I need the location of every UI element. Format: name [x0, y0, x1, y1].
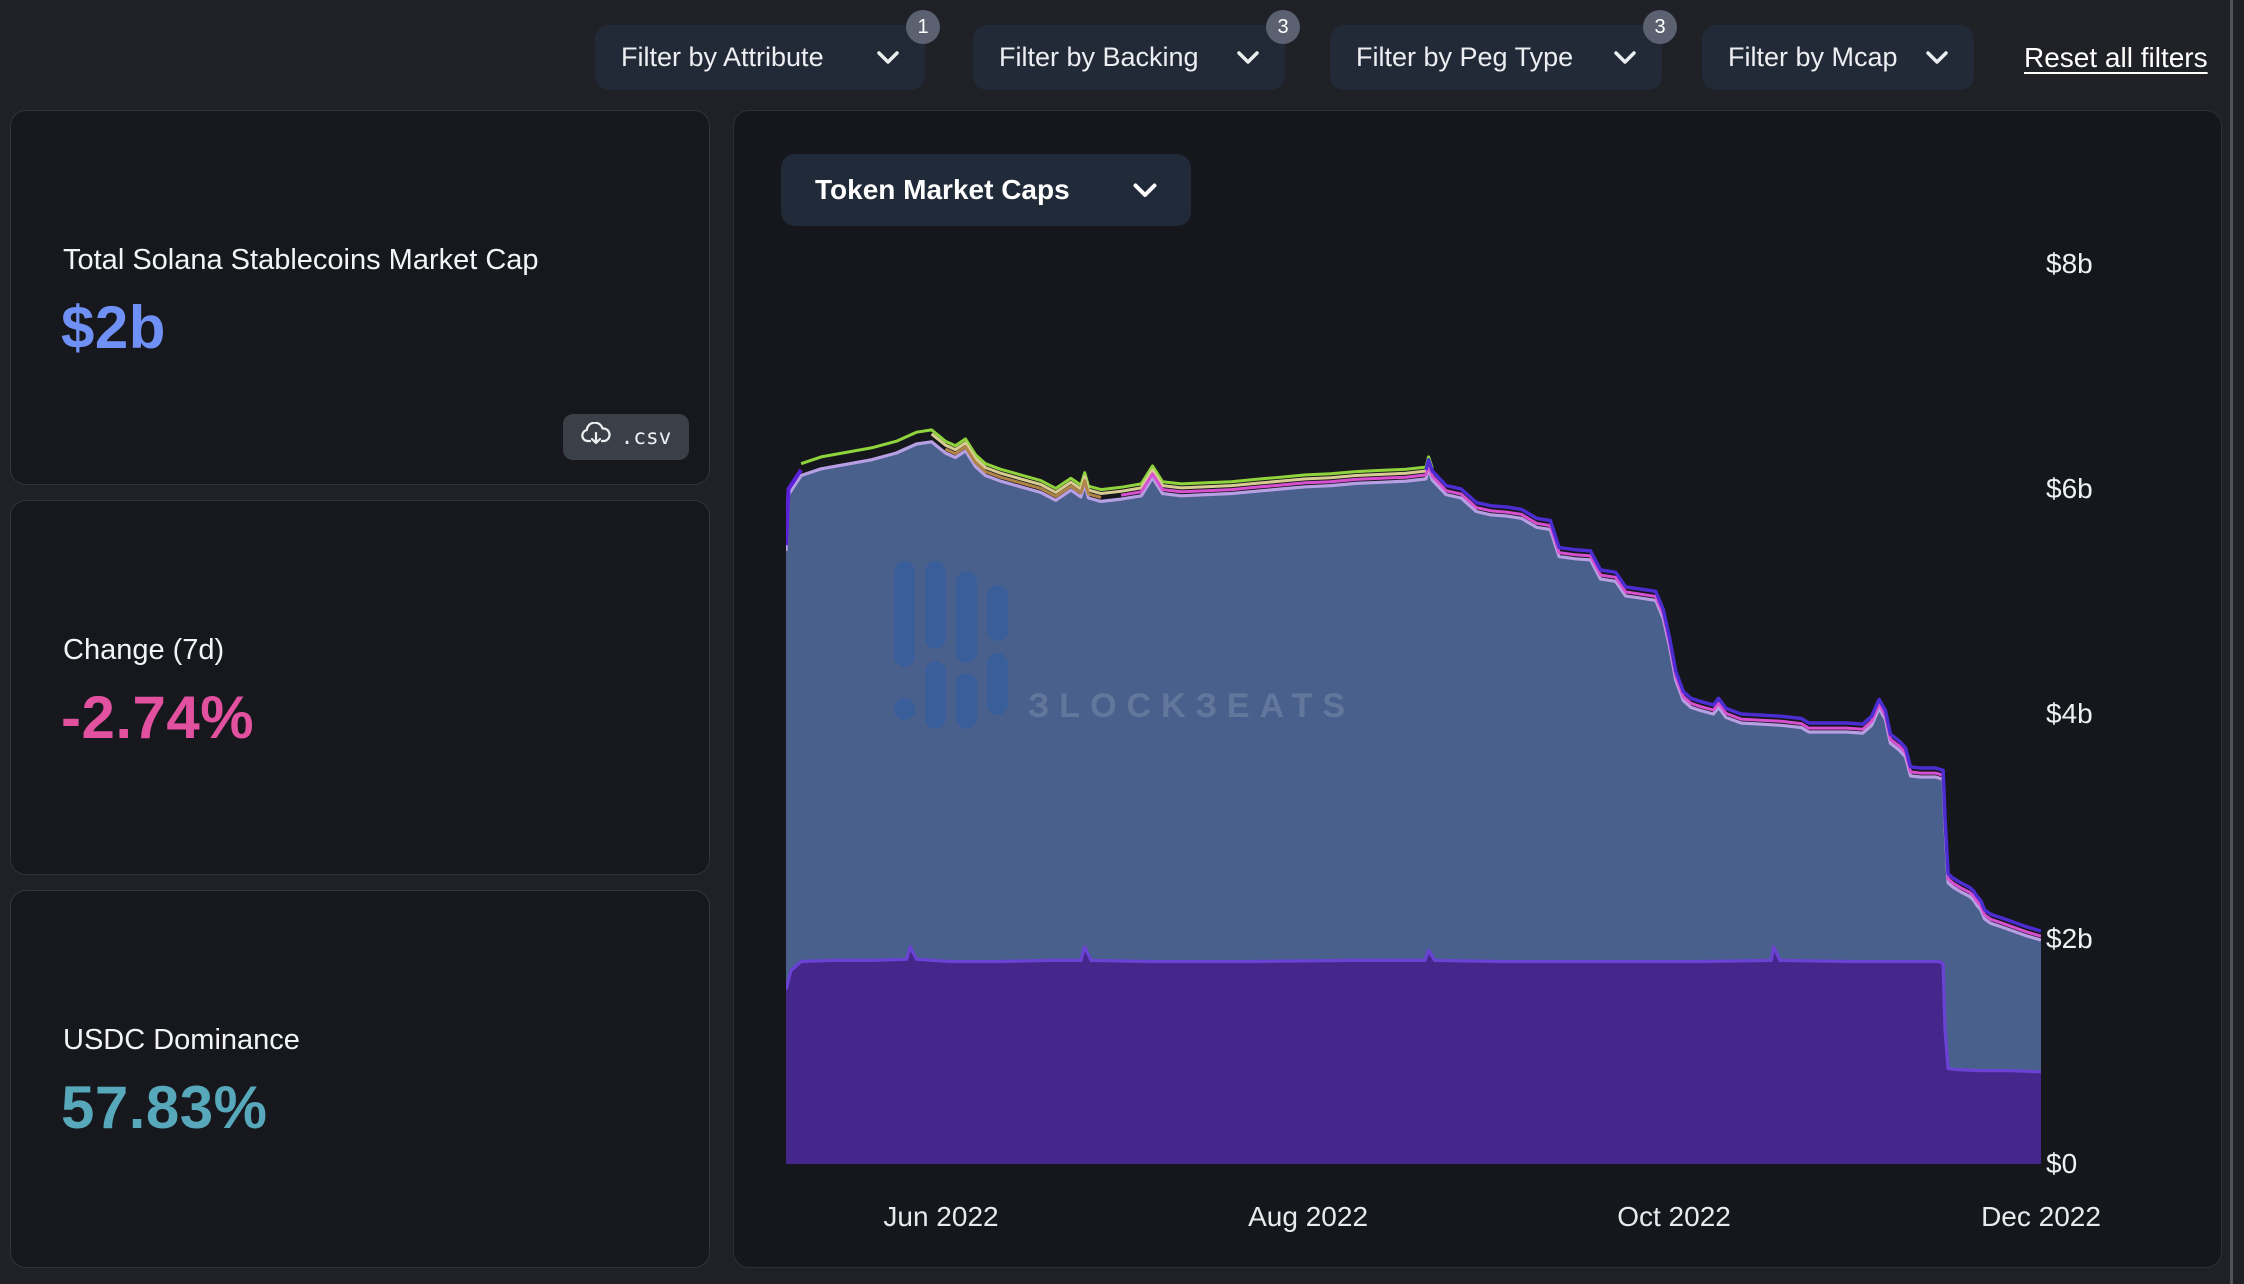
filter-by-mcap-button[interactable]: Filter by Mcap: [1702, 25, 1974, 90]
edge-line-series: [930, 432, 1434, 495]
edge-line-series: [1424, 458, 2041, 933]
y-tick-label: $4b: [2046, 698, 2093, 729]
filter-by-attribute-label: Filter by Attribute: [621, 42, 824, 72]
filter-by-peg-type-label: Filter by Peg Type: [1356, 42, 1574, 72]
chevron-down-icon: [1614, 50, 1636, 65]
edge-line-series: [786, 440, 2041, 942]
filter-count-badge: 3: [1266, 10, 1300, 44]
filter-by-backing-button[interactable]: Filter by Backing 3: [973, 10, 1300, 90]
total-market-cap-value: $2b: [61, 294, 166, 361]
usdc-dominance-value: 57.83%: [61, 1074, 268, 1141]
reset-all-filters-link[interactable]: Reset all filters: [2024, 42, 2208, 73]
change-7d-label: Change (7d): [63, 634, 225, 666]
edge-line-series: [786, 468, 803, 546]
filter-by-mcap-label: Filter by Mcap: [1728, 42, 1898, 72]
page-scrollbar[interactable]: [2230, 0, 2233, 1284]
token-market-caps-panel: Token Market Caps ЗLOCKЗEATS $0 $2b $4b $6b…: [733, 110, 2222, 1268]
x-tick-label: Aug 2022: [1248, 1201, 1369, 1232]
lower-area-series: [786, 946, 2041, 1164]
stacked-area-chart[interactable]: [786, 252, 2041, 1164]
lower-area-edge: [786, 945, 2041, 1074]
usdc-dominance-card: USDC Dominance 57.83%: [10, 890, 710, 1268]
filter-count-badge: 3: [1643, 10, 1677, 44]
change-7d-value: -2.74%: [61, 684, 255, 751]
chart-type-selector-label: Token Market Caps: [815, 174, 1070, 205]
x-tick-label: Jun 2022: [883, 1201, 999, 1232]
download-csv-label: .csv: [620, 425, 672, 449]
filter-by-backing-label: Filter by Backing: [999, 42, 1199, 72]
total-market-cap-card: Total Solana Stablecoins Market Cap $2b …: [10, 110, 710, 485]
y-tick-label: $6b: [2046, 473, 2093, 504]
cloud-download-icon: [580, 421, 611, 453]
usdc-dominance-label: USDC Dominance: [63, 1024, 300, 1056]
chevron-down-icon: [1926, 50, 1948, 65]
edge-line-series: [944, 445, 1102, 499]
filter-by-peg-type-button[interactable]: Filter by Peg Type 3: [1330, 10, 1677, 90]
change-7d-card: Change (7d) -2.74%: [10, 500, 710, 875]
x-tick-label: Oct 2022: [1617, 1201, 1731, 1232]
total-market-cap-label: Total Solana Stablecoins Market Cap: [63, 244, 539, 276]
filter-by-attribute-button[interactable]: Filter by Attribute 1: [595, 10, 940, 90]
chevron-down-icon: [877, 50, 899, 65]
download-csv-button[interactable]: .csv: [563, 414, 689, 460]
x-tick-label: Dec 2022: [1981, 1201, 2101, 1232]
y-tick-label: $0: [2046, 1148, 2078, 1179]
chevron-down-icon: [1133, 183, 1157, 198]
y-tick-label: $8b: [2046, 248, 2093, 279]
chevron-down-icon: [1237, 50, 1259, 65]
filter-count-badge: 1: [906, 10, 940, 44]
y-tick-label: $2b: [2046, 923, 2093, 954]
chart-type-selector[interactable]: Token Market Caps: [781, 154, 1191, 226]
